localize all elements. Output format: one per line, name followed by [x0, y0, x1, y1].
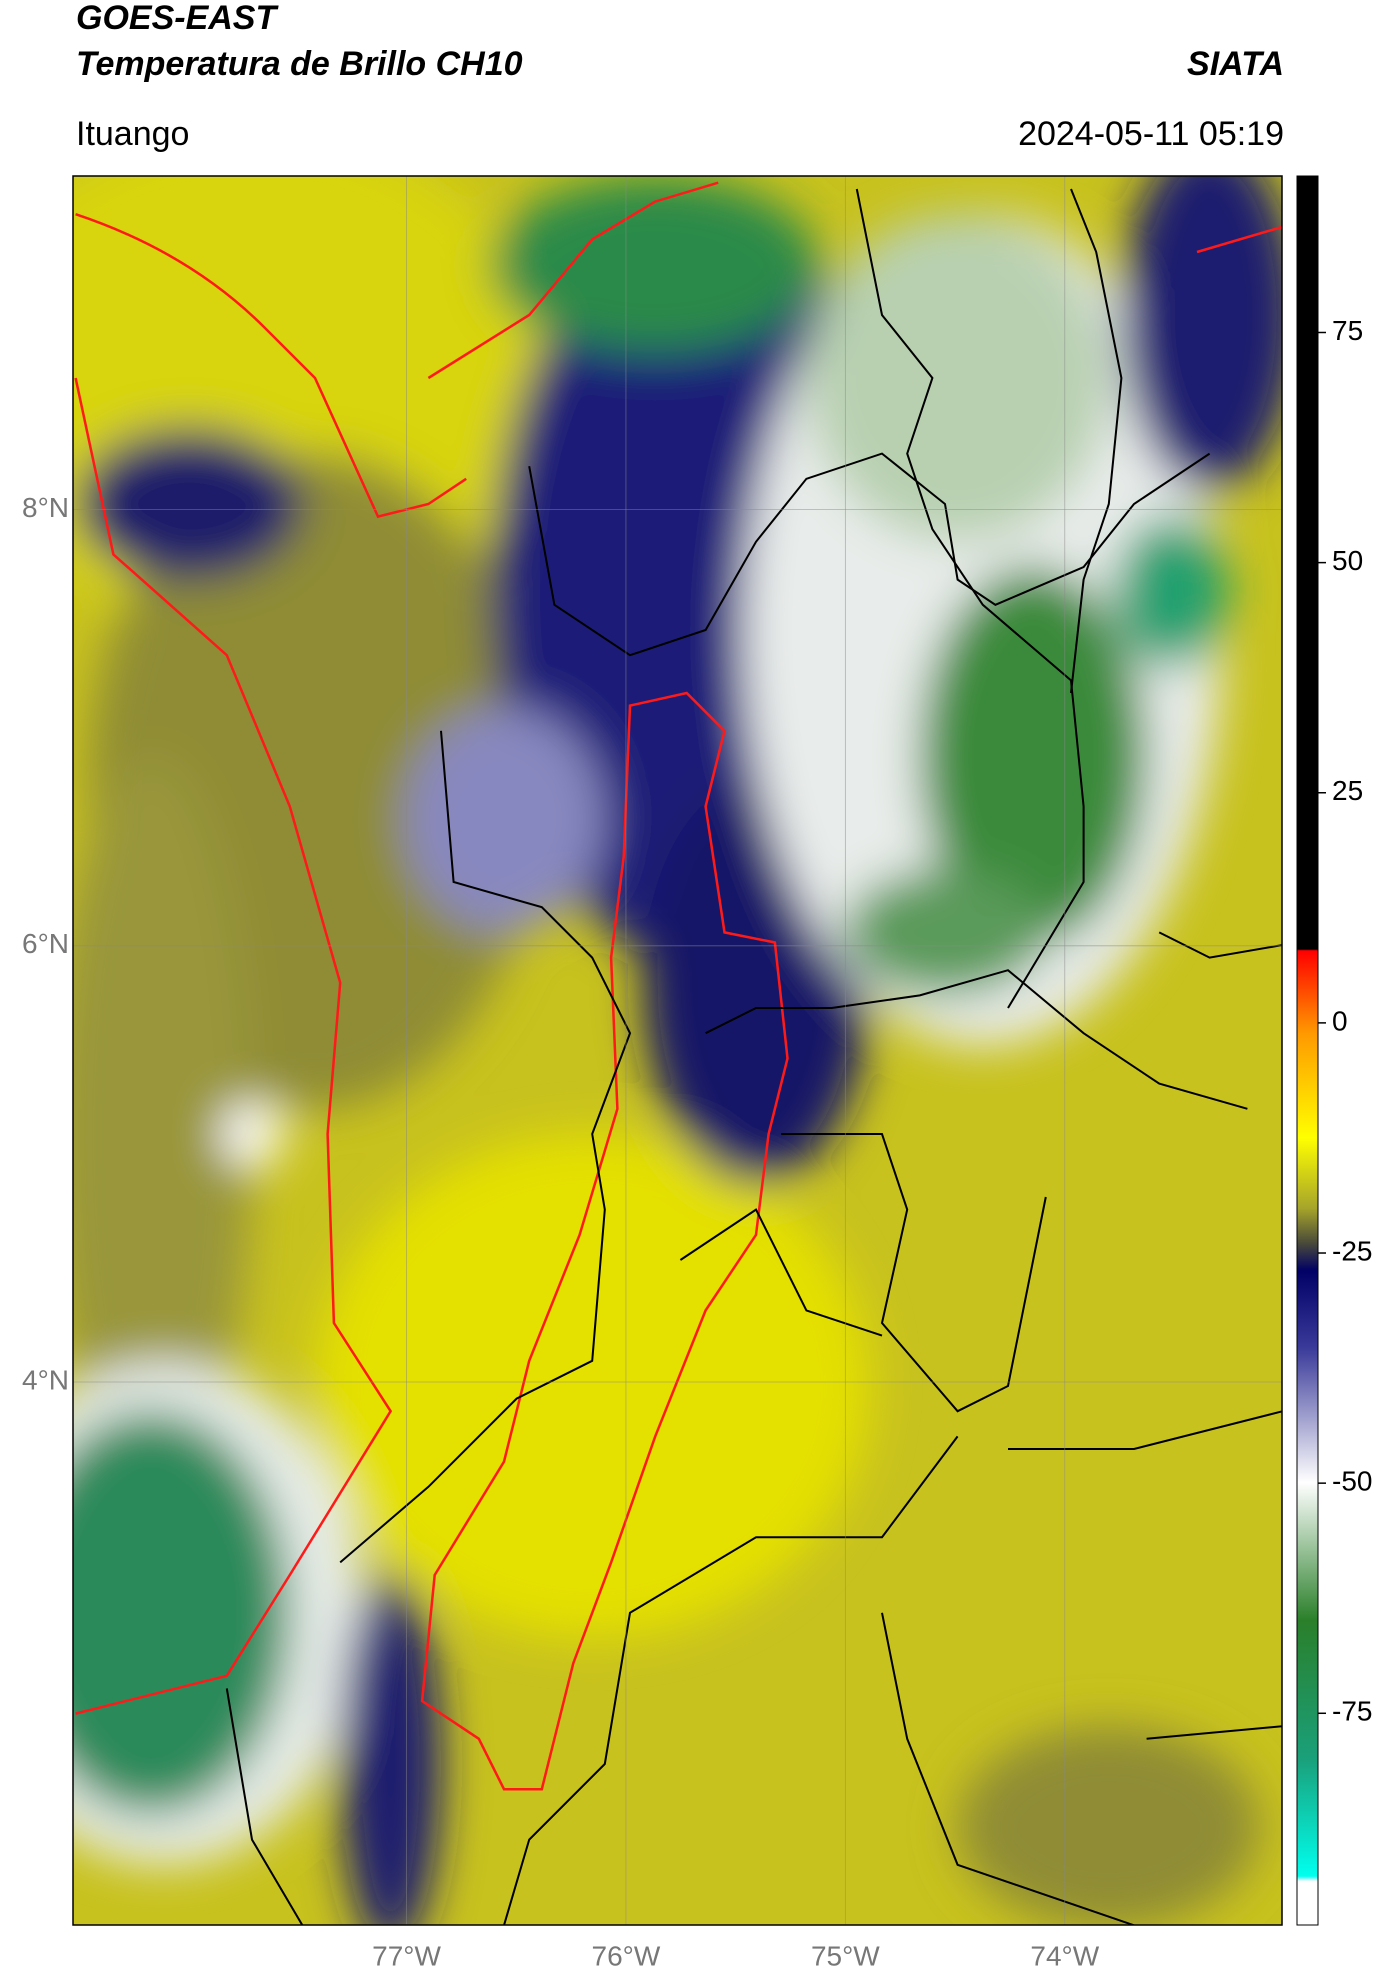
boundary-black: [225, 188, 1282, 1925]
colorbar-tick-label: -75: [1332, 1696, 1372, 1727]
colorbar-tick-label: 75: [1332, 315, 1363, 346]
colorbar-tick-label: 0: [1332, 1005, 1348, 1036]
lon-tick-label: 77°W: [372, 1940, 441, 1971]
lat-tick-label: 8°N: [22, 492, 69, 523]
colorbar-tick-label: -50: [1332, 1466, 1372, 1497]
subtitle: Temperatura de Brillo CH10: [76, 45, 523, 83]
map-frame: [72, 175, 1283, 1926]
colorbar-tick-label: 25: [1332, 775, 1363, 806]
colorbar-tick-label: -25: [1332, 1235, 1372, 1266]
colorbar: [1296, 175, 1319, 1926]
lon-tick-label: 76°W: [592, 1940, 661, 1971]
lat-tick-label: 6°N: [22, 928, 69, 959]
region: Ituango: [76, 115, 189, 153]
colorbar-tick-label: 50: [1332, 545, 1363, 576]
lat-tick-label: 4°N: [22, 1364, 69, 1395]
boundary-red: [74, 181, 1282, 1791]
lon-tick-label: 75°W: [811, 1940, 880, 1971]
organization: SIATA: [1187, 45, 1284, 83]
title: GOES-EAST: [76, 0, 279, 37]
lon-tick-label: 74°W: [1030, 1940, 1099, 1971]
timestamp: 2024-05-11 05:19: [1018, 115, 1284, 153]
satellite-image: [73, 176, 1282, 1925]
